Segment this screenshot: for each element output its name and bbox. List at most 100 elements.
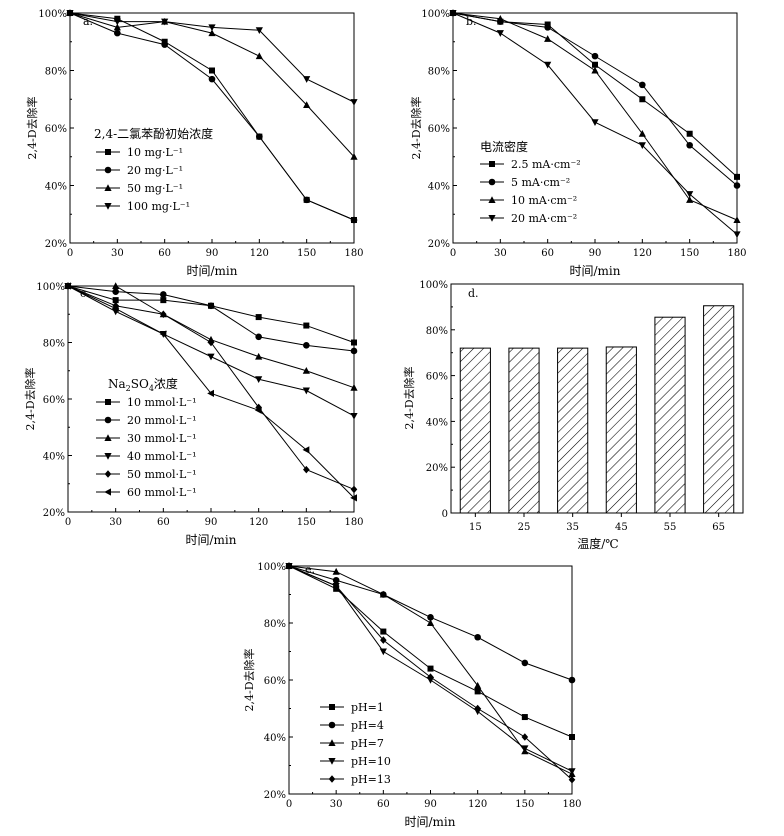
- legend-marker: [104, 488, 111, 496]
- y-tick-label: 80%: [45, 67, 67, 78]
- x-tick-label: 120: [468, 799, 487, 810]
- y-tick-label: 40%: [45, 182, 67, 193]
- legend-label: pH=10: [351, 755, 391, 768]
- series-e-5: [285, 562, 576, 784]
- series-line: [288, 565, 573, 738]
- legend-label: pH=1: [351, 701, 384, 714]
- data-point: [302, 366, 310, 374]
- panel-b: b. 2,4-D去除率 时间/min 0 30 60 90 120 150 180 20% 40…: [409, 9, 747, 278]
- y-tick-label: 80%: [264, 619, 286, 630]
- data-point: [350, 485, 358, 494]
- legend-marker: [328, 758, 336, 765]
- x-tick-label: 0: [450, 248, 456, 259]
- legend-entry: pH=1: [320, 701, 384, 714]
- data-point: [569, 734, 575, 740]
- x-tick-label: 120: [633, 248, 652, 259]
- panel-a-legend-title: 2,4-二氯苯酚初始浓度: [94, 126, 213, 141]
- x-tick-label: 90: [205, 517, 218, 528]
- legend-marker: [104, 203, 112, 210]
- panel-c-ylabel: 2,4-D去除率: [23, 367, 37, 430]
- data-point: [350, 412, 358, 420]
- panel-e-plot: [285, 562, 576, 784]
- y-tick-label: 40%: [43, 452, 65, 463]
- series-line: [69, 12, 355, 221]
- panel-b-ylabel: 2,4-D去除率: [409, 96, 423, 159]
- panel-b-frame: [452, 12, 738, 244]
- data-point: [686, 141, 693, 149]
- y-tick-label: 80%: [43, 339, 65, 350]
- data-point: [112, 301, 119, 310]
- data-point: [592, 61, 598, 68]
- data-point: [64, 282, 71, 290]
- panel-e-ylabel: 2,4-D去除率: [242, 648, 256, 711]
- panel-d: d. 2,4-D去除率 温度/℃ 0 20% 40% 60% 80% 100% 15 25 35…: [402, 280, 744, 551]
- data-point: [639, 96, 646, 103]
- legend-label: 10 mmol·L⁻¹: [127, 396, 197, 409]
- y-tick-label: 20%: [426, 463, 448, 474]
- x-tick-label: 180: [562, 799, 581, 810]
- x-tick-label: 30: [109, 517, 122, 528]
- x-tick-label: 0: [286, 799, 292, 810]
- data-point: [733, 182, 741, 189]
- data-point: [255, 27, 263, 35]
- data-point: [113, 18, 121, 26]
- series-c-6: [64, 282, 357, 502]
- data-point: [303, 101, 311, 108]
- legend-marker: [488, 196, 496, 203]
- y-tick-label: 80%: [426, 326, 448, 337]
- x-tick-label: 35: [566, 522, 579, 533]
- legend-entry: 2.5 mA·cm⁻²: [480, 158, 581, 171]
- data-point: [160, 291, 167, 298]
- panel-d-label: d.: [468, 287, 479, 300]
- panel-d-frame: [450, 283, 744, 514]
- data-point: [112, 297, 119, 304]
- data-point: [734, 173, 740, 180]
- legend-label: 20 mg·L⁻¹: [127, 164, 183, 177]
- panel-d-ylabel: 2,4-D去除率: [402, 366, 416, 429]
- x-tick-label: 60: [157, 517, 170, 528]
- y-tick-label: 20%: [45, 239, 67, 250]
- legend-entry: pH=7: [320, 737, 384, 750]
- data-point: [160, 310, 167, 319]
- panel-c: c. 2,4-D去除率 时间/min 0 30 60 90 120 150 18020%40…: [23, 282, 364, 547]
- x-tick-label: 180: [727, 248, 746, 259]
- panel-c-legend-title: Na2SO4浓度: [108, 376, 178, 393]
- panel-b-ticks: 0 30 60 90 120 150 180 20% 40% 60% 80% 100%: [421, 9, 746, 259]
- bar: [654, 316, 686, 514]
- y-tick-label: 60%: [426, 372, 448, 383]
- data-point: [303, 76, 311, 83]
- legend-label: 40 mmol·L⁻¹: [127, 450, 197, 463]
- bar: [508, 347, 540, 514]
- panel-b-legend-title: 电流密度: [480, 139, 528, 154]
- panel-b-label: b.: [466, 15, 477, 28]
- bar: [703, 305, 735, 514]
- y-tick-label: 100%: [38, 9, 67, 20]
- data-point: [521, 745, 529, 753]
- y-tick-label: 40%: [428, 182, 450, 193]
- data-point: [254, 406, 262, 414]
- legend-marker: [104, 166, 112, 174]
- data-point: [521, 714, 528, 721]
- bar: [459, 347, 491, 514]
- legend-label: 2.5 mA·cm⁻²: [511, 158, 581, 171]
- x-tick-label: 150: [515, 799, 534, 810]
- data-point: [449, 10, 457, 17]
- panel-b-xlabel: 时间/min: [570, 264, 621, 278]
- data-point: [113, 23, 121, 31]
- data-point: [112, 282, 120, 289]
- legend-label: 50 mmol·L⁻¹: [127, 468, 197, 481]
- data-point: [302, 387, 310, 395]
- x-tick-label: 150: [297, 248, 316, 259]
- series-e-1: [286, 563, 575, 740]
- x-tick-label: 120: [249, 517, 268, 528]
- data-point: [351, 339, 357, 346]
- y-tick-label: 100%: [419, 280, 448, 291]
- data-point: [207, 389, 214, 397]
- data-point: [255, 376, 263, 384]
- panel-d-xlabel: 温度/℃: [577, 536, 618, 551]
- x-tick-label: 60: [158, 248, 171, 259]
- data-point: [208, 24, 216, 32]
- data-point: [496, 30, 504, 37]
- data-point: [161, 18, 169, 26]
- data-point: [160, 297, 167, 304]
